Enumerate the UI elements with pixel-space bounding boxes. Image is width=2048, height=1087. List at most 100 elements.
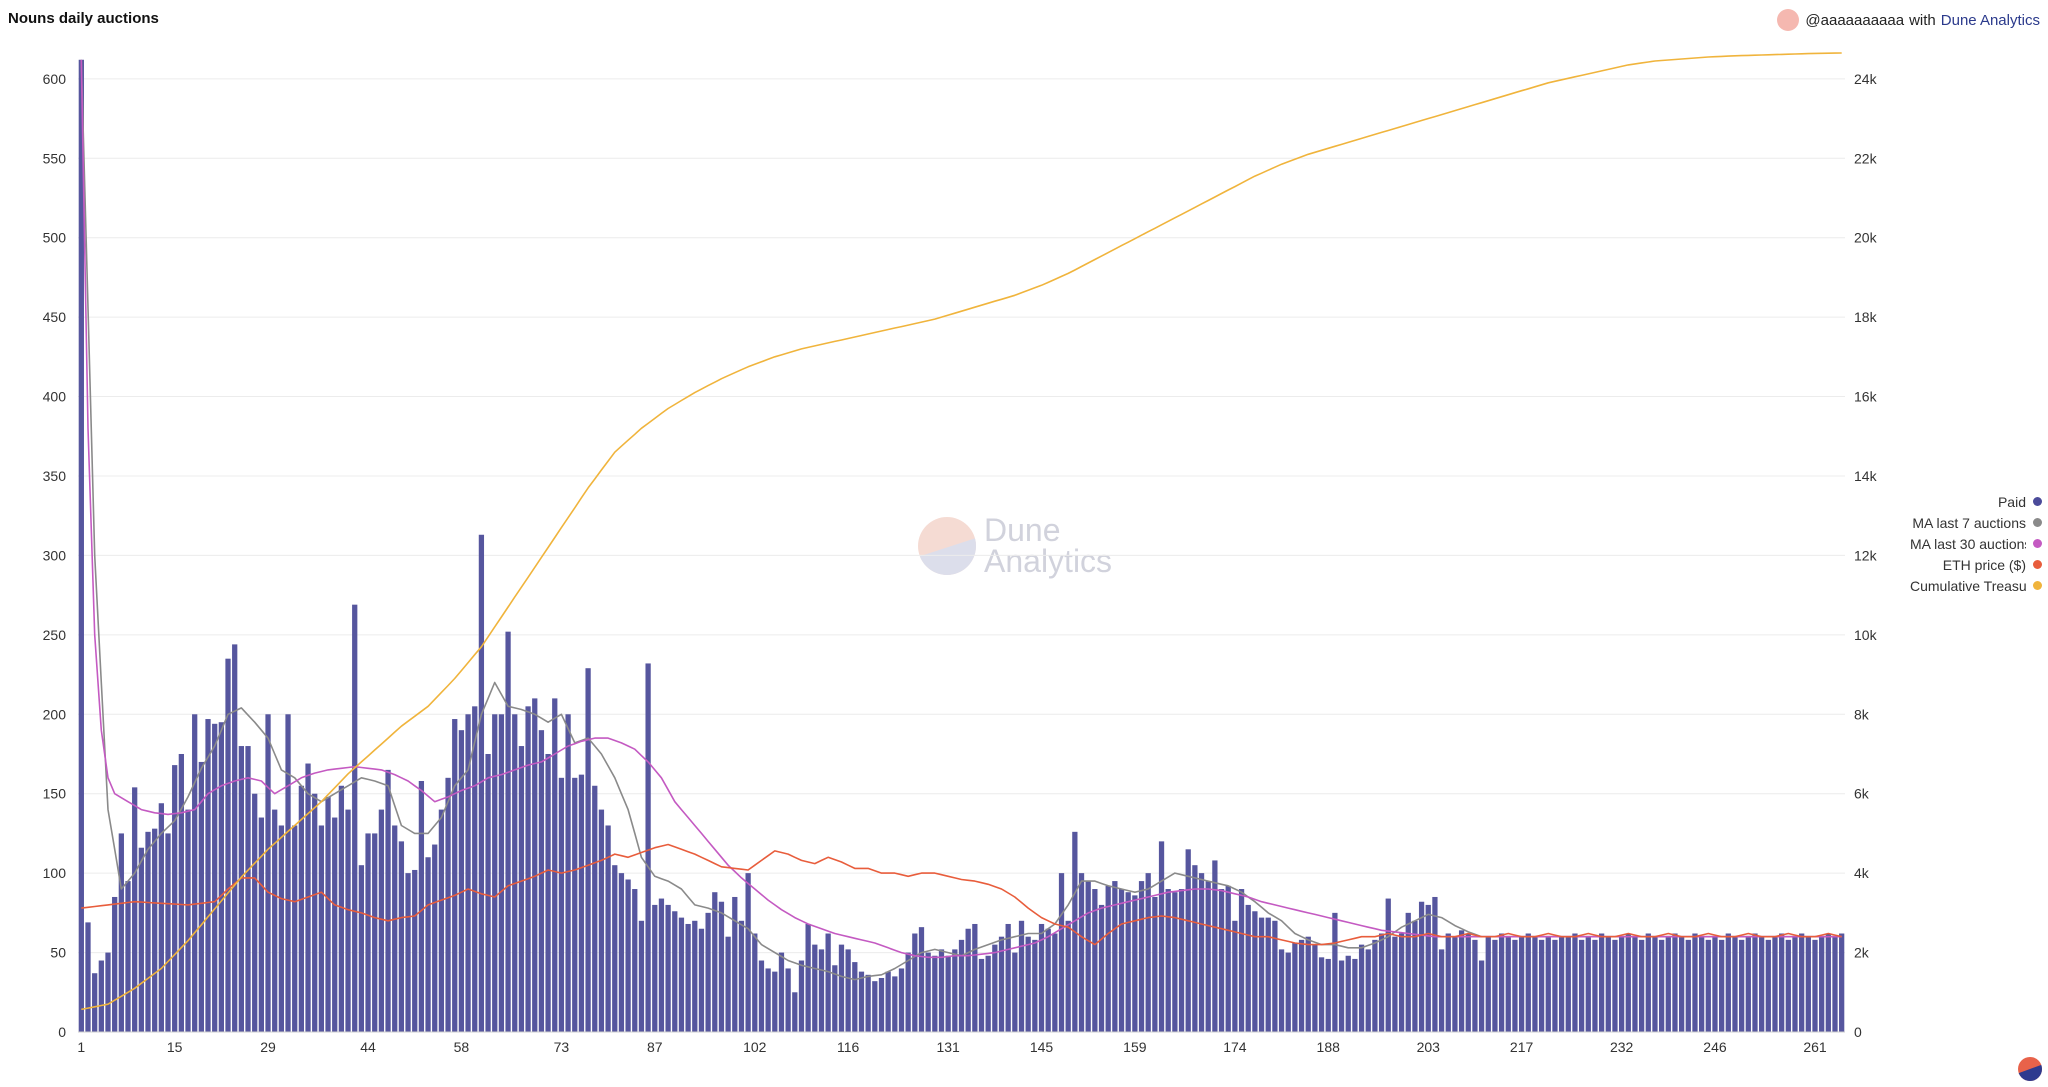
paid-bar [432,844,438,1032]
paid-bar [732,896,738,1032]
paid-bar [1392,936,1398,1032]
y-right-tick-label: 4k [1854,865,1870,881]
paid-bar [625,879,631,1032]
paid-bar [1218,889,1225,1032]
paid-bar [118,833,124,1032]
paid-bar [1552,939,1558,1032]
paid-bar [792,992,798,1032]
y-right-tick-label: 6k [1854,786,1870,802]
dune-watermark: Dune Analytics [918,512,1112,577]
paid-bar [1045,928,1051,1032]
paid-bar [1405,912,1411,1032]
chart-legend: Paid MA last 7 auctions MA last 30 auction… [1892,491,2042,596]
paid-bar [1805,936,1811,1032]
paid-bar [1658,939,1665,1032]
x-tick-label: 232 [1610,1039,1634,1055]
legend-item[interactable]: Paid [1892,491,2042,512]
paid-bar [1685,939,1691,1032]
x-tick-label: 246 [1703,1039,1727,1055]
paid-bar [998,936,1005,1032]
paid-bar [112,896,118,1032]
legend-item[interactable]: MA last 30 auctions [1892,533,2042,554]
paid-bar [1819,936,1825,1032]
paid-bar [185,809,191,1032]
y-right-tick-label: 0 [1854,1024,1862,1040]
paid-bar [858,971,865,1032]
paid-bar [718,901,725,1032]
paid-bar [225,658,231,1032]
paid-bar [1825,933,1831,1032]
paid-bar [658,898,665,1032]
y-right-tick-label: 8k [1854,706,1870,722]
author-handle[interactable]: @aaaaaaaaaa [1805,11,1905,29]
x-tick-label: 116 [837,1039,860,1055]
paid-bar [1679,936,1685,1032]
paid-bar [1478,960,1485,1032]
legend-item[interactable]: ETH price ($) [1892,554,2042,575]
paid-bar [152,828,158,1032]
paid-bar [325,796,331,1032]
y-left-tick-label: 500 [43,230,67,246]
paid-bar [1719,939,1725,1032]
y-left-tick-label: 250 [43,627,67,643]
paid-bar [265,714,271,1032]
paid-bar [472,706,478,1032]
brand-link[interactable]: Dune Analytics [1940,11,2040,29]
paid-bar [1105,885,1111,1032]
legend-label: MA last 7 auctions [1912,514,2026,531]
paid-bar [518,746,525,1032]
paid-bar [352,604,358,1032]
legend-item[interactable]: Cumulative Treasury [1892,575,2042,596]
paid-bar [1632,936,1638,1032]
paid-bar [485,753,491,1032]
paid-bar [252,793,258,1032]
paid-bar [1338,960,1345,1032]
paid-bar [238,746,244,1032]
paid-bar [1839,933,1845,1032]
paid-bar [1378,933,1385,1032]
paid-bar [125,881,131,1032]
paid-bar [372,833,378,1032]
paid-bar [872,981,878,1032]
paid-bar [178,753,184,1032]
y-right-tick-label: 10k [1854,627,1878,643]
paid-bar [1512,939,1518,1032]
ma-last-30-auctions-line [80,59,1842,959]
paid-bar [632,889,638,1032]
y-left-tick-label: 200 [43,706,67,722]
paid-bar [425,857,431,1032]
paid-bar [712,892,718,1032]
dune-corner-logo-icon[interactable] [2018,1057,2042,1081]
paid-bar [1498,933,1505,1032]
y-left-tick-label: 150 [43,786,67,802]
paid-bar [1565,936,1571,1032]
paid-bar [1779,933,1785,1032]
paid-bar [598,809,605,1032]
paid-bar [785,968,791,1032]
paid-bar [1078,873,1085,1032]
watermark-line1: Dune [984,512,1061,548]
paid-bar [1532,936,1538,1032]
paid-bar [965,928,971,1032]
paid-bar [818,949,825,1032]
legend-label: MA last 30 auctions [1910,535,2026,552]
paid-bar [1272,920,1278,1032]
paid-bar [1285,952,1291,1032]
paid-bar [1505,936,1511,1032]
paid-bar [1238,889,1245,1032]
paid-bar [1492,939,1498,1032]
x-tick-label: 174 [1223,1039,1247,1055]
legend-dot-icon [2033,560,2042,569]
paid-bar [1025,936,1031,1032]
legend-item[interactable]: MA last 7 auctions [1892,512,2042,533]
paid-bar [1398,933,1405,1032]
paid-bar [778,952,785,1032]
paid-bar [992,944,998,1032]
paid-bar [158,803,164,1032]
y-left-tick-label: 50 [50,945,66,961]
paid-bar [572,777,578,1032]
y-right-tick-label: 20k [1854,230,1878,246]
paid-bar [1665,936,1671,1032]
avatar[interactable] [1777,9,1800,31]
